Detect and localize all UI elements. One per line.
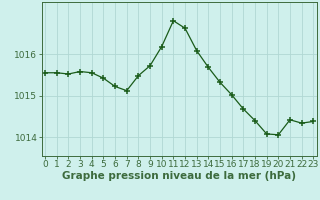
X-axis label: Graphe pression niveau de la mer (hPa): Graphe pression niveau de la mer (hPa) <box>62 171 296 181</box>
